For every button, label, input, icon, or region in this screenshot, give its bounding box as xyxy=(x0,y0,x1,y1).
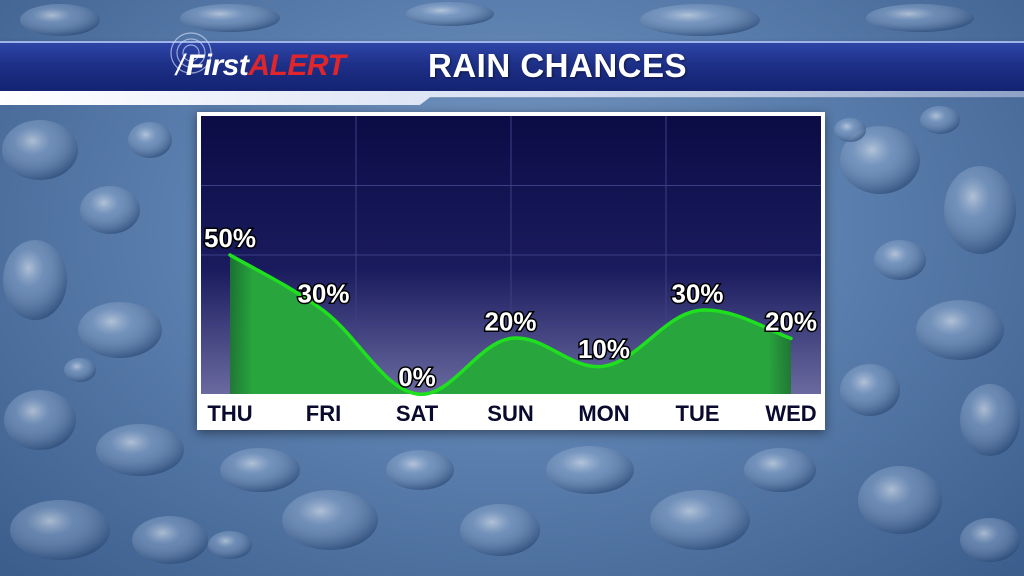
logo-alert-text: ALERT xyxy=(248,49,346,82)
data-label: 30% xyxy=(671,279,723,309)
logo-slash: / xyxy=(176,49,184,82)
logo-first-text: First xyxy=(185,49,249,82)
data-label: 20% xyxy=(765,306,817,336)
x-tick-label: SAT xyxy=(396,401,439,426)
data-label: 20% xyxy=(484,306,536,336)
data-label: 30% xyxy=(297,279,349,309)
first-alert-logo: / First ALERT xyxy=(176,44,346,88)
grid-lines xyxy=(201,116,821,394)
data-label: 50% xyxy=(204,223,256,253)
title-banner xyxy=(0,41,1024,93)
x-tick-label: MON xyxy=(578,401,629,426)
x-axis-labels: THU FRI SAT SUN MON TUE WED xyxy=(207,401,816,426)
x-tick-label: WED xyxy=(765,401,816,426)
x-tick-label: SUN xyxy=(487,401,533,426)
chart-svg: 50% 30% 0% 20% 10% 30% 20% THU FRI SAT SUN MON TUE W… xyxy=(201,116,821,426)
page-title: RAIN CHANCES xyxy=(428,47,688,84)
rain-line xyxy=(228,253,793,396)
rain-area-fill xyxy=(230,255,791,395)
x-tick-label: TUE xyxy=(676,401,720,426)
x-tick-label: FRI xyxy=(306,401,341,426)
x-tick-label: THU xyxy=(207,401,252,426)
data-labels: 50% 30% 0% 20% 10% 30% 20% xyxy=(202,222,818,394)
radar-logo-icon xyxy=(170,32,212,74)
rain-chance-chart: 50% 30% 0% 20% 10% 30% 20% THU FRI SAT SUN MON TUE W… xyxy=(197,112,825,430)
data-label: 0% xyxy=(398,362,436,392)
data-label: 10% xyxy=(578,334,630,364)
